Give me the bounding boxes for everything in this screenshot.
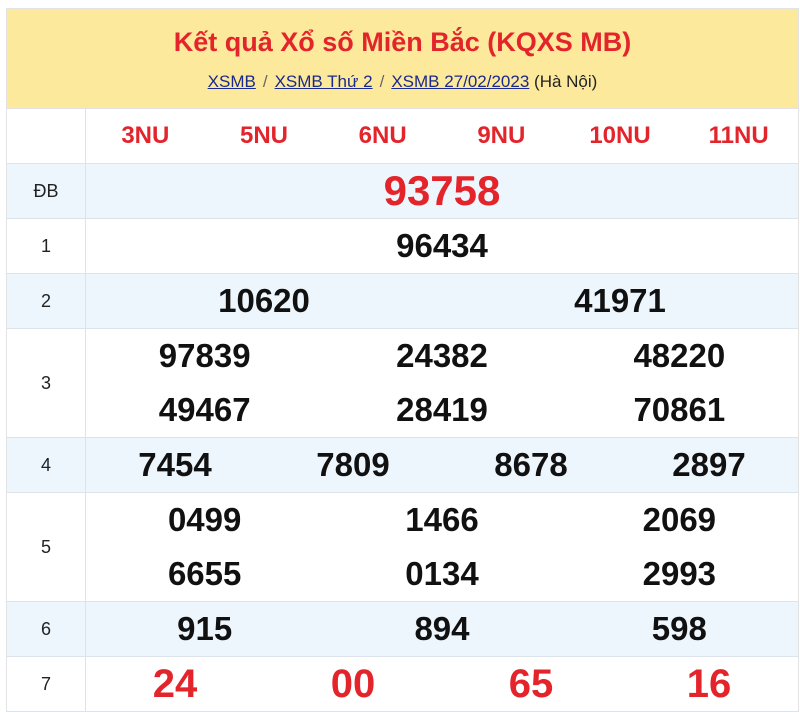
prize-number: 2897 bbox=[672, 446, 746, 483]
prize-number: 97839 bbox=[158, 337, 251, 374]
prize-row: 5 0499 1466 2069 6655 0134 2993 bbox=[7, 493, 798, 602]
prize-number: 894 bbox=[414, 610, 470, 647]
code-cell: 6NU bbox=[358, 122, 407, 149]
results-table: 3NU 5NU 6NU 9NU 10NU 11NU ĐB 93758 1 96434 2 10620 4… bbox=[7, 109, 798, 712]
prize-number: 915 bbox=[177, 610, 233, 647]
prize-label: 4 bbox=[7, 438, 86, 492]
prize-row: 7 24 00 65 16 bbox=[7, 657, 798, 712]
prize-label: 5 bbox=[7, 493, 86, 601]
prize-label: ĐB bbox=[7, 164, 86, 218]
breadcrumb-xsmb-weekday[interactable]: XSMB Thứ 2 bbox=[274, 72, 373, 91]
prize-number: 48220 bbox=[633, 337, 726, 374]
prize-number: 41971 bbox=[574, 282, 666, 319]
prize-number: 0134 bbox=[405, 555, 479, 592]
prize-row: 1 96434 bbox=[7, 219, 798, 274]
prize-number: 28419 bbox=[396, 391, 488, 428]
prize-number: 598 bbox=[651, 610, 707, 647]
prize-number: 0499 bbox=[167, 501, 242, 538]
code-cell: 5NU bbox=[239, 122, 288, 149]
breadcrumb-xsmb[interactable]: XSMB bbox=[207, 72, 256, 91]
prize-row: 6 915 894 598 bbox=[7, 602, 798, 657]
code-cell: 11NU bbox=[708, 122, 769, 149]
prize-label: 3 bbox=[7, 329, 86, 437]
prize-label: 1 bbox=[7, 219, 86, 273]
breadcrumb-xsmb-date[interactable]: XSMB 27/02/2023 bbox=[391, 72, 530, 91]
region-label: (Hà Nội) bbox=[534, 72, 598, 91]
prize-number: 70861 bbox=[633, 391, 726, 428]
codes-row: 3NU 5NU 6NU 9NU 10NU 11NU bbox=[7, 109, 798, 164]
prize-number: 24382 bbox=[396, 337, 488, 374]
prize-number: 7454 bbox=[138, 446, 212, 483]
prize-number: 1466 bbox=[405, 501, 479, 538]
prize-number: 2069 bbox=[642, 501, 717, 538]
results-header: Kết quả Xổ số Miền Bắc (KQXS MB) XSMB / XS… bbox=[7, 9, 798, 109]
breadcrumb: XSMB / XSMB Thứ 2 / XSMB 27/02/2023 (Hà Nội) bbox=[7, 72, 798, 92]
separator: / bbox=[379, 72, 385, 91]
prize-number: 93758 bbox=[383, 167, 501, 214]
prize-number: 8678 bbox=[494, 446, 568, 483]
prize-number: 7809 bbox=[316, 446, 390, 483]
code-cell: 10NU bbox=[589, 122, 651, 149]
prize-number: 65 bbox=[508, 662, 554, 706]
prize-number: 00 bbox=[330, 662, 376, 706]
prize-row: 4 7454 7809 8678 2897 bbox=[7, 438, 798, 493]
prize-row: 2 10620 41971 bbox=[7, 274, 798, 329]
prize-number: 16 bbox=[686, 662, 732, 706]
prize-number: 10620 bbox=[218, 282, 310, 319]
prize-label: 6 bbox=[7, 602, 86, 656]
prize-number: 6655 bbox=[167, 555, 242, 592]
page-title: Kết quả Xổ số Miền Bắc (KQXS MB) bbox=[173, 27, 632, 57]
prize-label: 2 bbox=[7, 274, 86, 328]
prize-row: 3 97839 24382 48220 49467 28419 70861 bbox=[7, 329, 798, 438]
prize-number: 96434 bbox=[396, 227, 488, 264]
prize-row: ĐB 93758 bbox=[7, 164, 798, 219]
separator: / bbox=[262, 72, 268, 91]
prize-number: 2993 bbox=[642, 555, 717, 592]
prize-label: 7 bbox=[7, 657, 86, 711]
prize-number: 49467 bbox=[158, 391, 251, 428]
results-card: Kết quả Xổ số Miền Bắc (KQXS MB) XSMB / XS… bbox=[6, 8, 799, 712]
code-cell: 3NU bbox=[121, 122, 170, 149]
code-cell: 9NU bbox=[477, 122, 526, 149]
prize-number: 24 bbox=[152, 662, 198, 706]
